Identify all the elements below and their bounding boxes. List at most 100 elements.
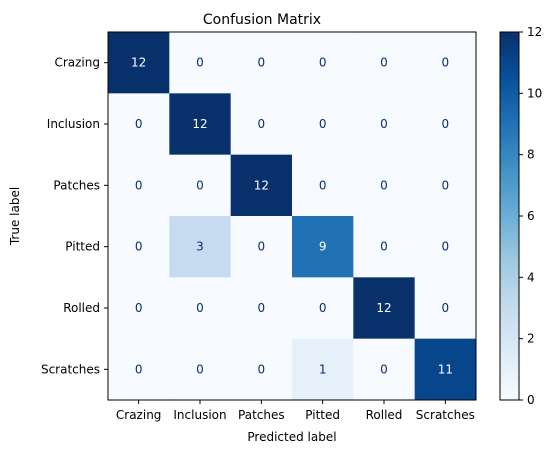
- heatmap-cell-r4-c3: [292, 277, 354, 340]
- heatmap-cell-r0-c3: [292, 32, 354, 94]
- heatmap-cell-r5-c5: [414, 338, 477, 401]
- heatmap-cell-r2-c4: [353, 154, 416, 217]
- x-tick-label-5: Scratches: [416, 408, 475, 422]
- x-tick-label-0: Crazing: [116, 408, 162, 422]
- colorbar-tick-label-3: 6: [527, 209, 535, 223]
- cell-value-r3-c1: 3: [196, 240, 204, 254]
- heatmap-cell-r3-c5: [414, 216, 477, 278]
- cell-value-r0-c5: 0: [442, 56, 450, 70]
- x-tick-label-2: Patches: [238, 408, 285, 422]
- heatmap-cell-r3-c1: [169, 216, 232, 278]
- y-tick-label-4: Rolled: [63, 301, 100, 315]
- heatmap-cell-r1-c5: [414, 93, 477, 156]
- y-tick-label-2: Patches: [53, 178, 100, 192]
- cell-value-r5-c2: 0: [258, 362, 266, 376]
- heatmap-cell-r1-c1: [169, 93, 232, 156]
- heatmap-cell-r3-c0: [108, 216, 170, 278]
- heatmap-cell-r5-c0: [108, 338, 170, 401]
- heatmap-cell-r2-c3: [292, 154, 354, 217]
- heatmap-cell-r2-c2: [230, 154, 293, 217]
- colorbar-tick-label-5: 10: [527, 86, 542, 100]
- cell-value-r0-c4: 0: [380, 56, 388, 70]
- heatmap-cell-r4-c2: [230, 277, 293, 340]
- heatmap-cell-r1-c3: [292, 93, 354, 156]
- cell-value-r3-c4: 0: [380, 240, 388, 254]
- heatmap-cell-r3-c2: [230, 216, 293, 278]
- x-tick-label-3: Pitted: [305, 408, 340, 422]
- heatmap-cell-r4-c5: [414, 277, 477, 340]
- cell-value-r5-c0: 0: [135, 362, 143, 376]
- x-tick-label-1: Inclusion: [173, 408, 226, 422]
- cell-value-r3-c2: 0: [258, 240, 266, 254]
- y-axis-label: True label: [8, 187, 22, 246]
- cell-value-r5-c1: 0: [196, 362, 204, 376]
- cell-value-r4-c0: 0: [135, 301, 143, 315]
- y-tick-label-0: Crazing: [54, 56, 100, 70]
- heatmap-cell-r5-c4: [353, 338, 416, 401]
- cell-value-r1-c3: 0: [319, 117, 327, 131]
- x-tick-label-4: Rolled: [366, 408, 403, 422]
- colorbar-tick-label-6: 12: [527, 25, 542, 39]
- colorbar-ticks: 0 2 4 6 8 10 12: [519, 25, 542, 407]
- cell-value-r1-c5: 0: [442, 117, 450, 131]
- heatmap-cell-r5-c3: [292, 338, 354, 401]
- cell-value-r4-c1: 0: [196, 301, 204, 315]
- heatmap-cell-r2-c5: [414, 154, 477, 217]
- cell-value-r2-c3: 0: [319, 178, 327, 192]
- heatmap-cell-r1-c0: [108, 93, 170, 156]
- y-tick-label-5: Scratches: [41, 362, 100, 376]
- chart-title: Confusion Matrix: [203, 12, 321, 28]
- colorbar-tick-label-4: 8: [527, 148, 535, 162]
- plot-frame: [107, 31, 477, 401]
- heatmap-cell-r0-c5: [414, 32, 477, 94]
- colorbar-tick-label-1: 2: [527, 332, 535, 346]
- heatmap-cell-r4-c1: [169, 277, 232, 340]
- heatmap-cell-r2-c1: [169, 154, 232, 217]
- cell-value-r2-c4: 0: [380, 178, 388, 192]
- cell-value-r0-c3: 0: [319, 56, 327, 70]
- cell-value-r1-c0: 0: [135, 117, 143, 131]
- cell-value-r1-c4: 0: [380, 117, 388, 131]
- cell-value-r5-c4: 0: [380, 362, 388, 376]
- cell-value-r0-c0: 12: [131, 56, 146, 70]
- colorbar-tick-label-2: 4: [527, 270, 535, 284]
- cell-value-r3-c5: 0: [442, 240, 450, 254]
- x-axis-ticks: Crazing Inclusion Patches Pitted Rolled Scrat…: [116, 400, 475, 422]
- heatmap-cell-labels: 12 0 0 0 0 0 0 12 0 0 0 0 0 0 12 0 0 0 0 3 0 9 0 0 0 0 0 0 12 0 0 0 0 1 0 1…: [131, 56, 453, 377]
- cell-value-r4-c3: 0: [319, 301, 327, 315]
- cell-value-r1-c1: 12: [192, 117, 207, 131]
- cell-value-r1-c2: 0: [258, 117, 266, 131]
- heatmap-cell-r5-c1: [169, 338, 232, 401]
- cell-value-r0-c2: 0: [258, 56, 266, 70]
- cell-value-r4-c4: 12: [376, 301, 391, 315]
- cell-value-r5-c3: 1: [319, 362, 327, 376]
- cell-value-r3-c3: 9: [319, 240, 327, 254]
- cell-value-r0-c1: 0: [196, 56, 204, 70]
- heatmap-cell-r1-c2: [230, 93, 293, 156]
- x-axis-label: Predicted label: [247, 430, 336, 444]
- y-axis-ticks: Crazing Inclusion Patches Pitted Rolled Scrat…: [41, 56, 108, 376]
- cell-value-r2-c1: 0: [196, 178, 204, 192]
- cell-value-r3-c0: 0: [135, 240, 143, 254]
- colorbar: [499, 31, 520, 401]
- cell-value-r2-c0: 0: [135, 178, 143, 192]
- cell-value-r4-c2: 0: [258, 301, 266, 315]
- cell-value-r5-c5: 11: [438, 362, 453, 376]
- heatmap-cell-r4-c4: [353, 277, 416, 340]
- heatmap-cell-r4-c0: [108, 277, 170, 340]
- colorbar-tick-label-0: 0: [527, 393, 535, 407]
- y-tick-label-3: Pitted: [65, 240, 100, 254]
- heatmap-cell-r1-c4: [353, 93, 416, 156]
- heatmap-cells: [108, 32, 477, 401]
- heatmap-cell-r3-c3: [292, 216, 354, 278]
- heatmap-cell-r0-c1: [169, 32, 232, 94]
- heatmap-cell-r0-c4: [353, 32, 416, 94]
- heatmap-cell-r5-c2: [230, 338, 293, 401]
- heatmap-cell-r0-c2: [230, 32, 293, 94]
- y-tick-label-1: Inclusion: [47, 117, 100, 131]
- cell-value-r2-c2: 12: [254, 178, 269, 192]
- heatmap-cell-r2-c0: [108, 154, 170, 217]
- cell-value-r2-c5: 0: [442, 178, 450, 192]
- heatmap-cell-r3-c4: [353, 216, 416, 278]
